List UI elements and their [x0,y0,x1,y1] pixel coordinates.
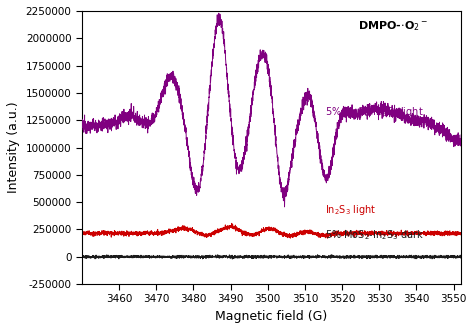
Text: In$_2$S$_3$ light: In$_2$S$_3$ light [325,203,376,217]
Text: 5% MoS$_2$-In$_2$S$_3$ dark: 5% MoS$_2$-In$_2$S$_3$ dark [325,228,424,242]
X-axis label: Magnetic field (G): Magnetic field (G) [215,310,328,323]
Text: DMPO-$\cdot$O$_2$$^-$: DMPO-$\cdot$O$_2$$^-$ [358,19,428,33]
Text: 5% MoS$_2$-In$_2$S$_3$ light: 5% MoS$_2$-In$_2$S$_3$ light [325,105,423,119]
Y-axis label: Intensity (a.u.): Intensity (a.u.) [7,102,20,193]
